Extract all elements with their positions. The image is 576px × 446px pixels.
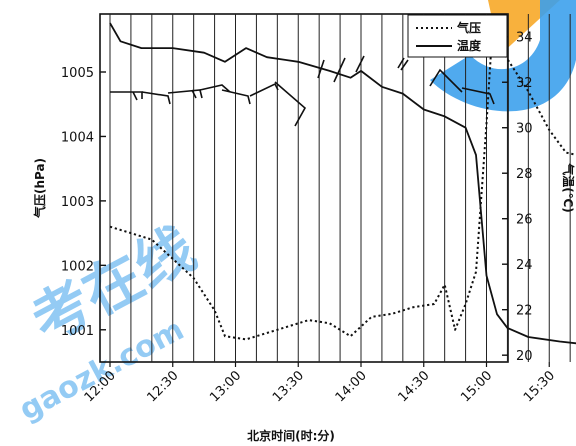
series-line-temperature [109,22,576,345]
legend-box [407,14,508,58]
x-tick-label: 13:30 [270,368,307,405]
y-right-tick-label: 20 [516,349,533,364]
y-left-tick-label: 1001 [61,324,94,339]
y-left-tick-label: 1005 [61,66,94,81]
wind-barb [199,84,231,93]
wind-barb [397,57,409,71]
y-right-tick-label: 30 [516,122,533,137]
x-tick-label: 14:30 [395,368,432,405]
wind-barb [461,87,495,105]
y-right-tick-label: 26 [516,213,533,228]
y-right-tick-label: 24 [516,258,533,273]
wind-barb [249,82,279,97]
wind-barb [355,55,365,73]
wind-barb [274,81,307,127]
y-left-tick-label: 1004 [61,130,94,145]
x-tick-label: 14:00 [333,368,370,405]
wind-barb [110,91,143,101]
x-tick-label: 13:00 [207,368,244,405]
y-right-tick-label: 22 [516,304,533,319]
y-left-tick-label: 1002 [61,259,94,274]
series-lines [109,22,576,345]
legend: 气压 温度 [407,14,508,58]
y-axis-left-title: 气压(hPa) [32,158,47,219]
wind-barb [333,57,346,83]
x-axis: 12:00 12:30 13:00 13:30 14:00 14:30 15:00 15:30… [82,362,558,405]
plot-frame [99,13,509,363]
wind-barb [429,68,463,93]
x-tick-label: 12:30 [144,368,181,405]
wind-barb [221,89,251,105]
wind-barbs [110,55,495,127]
vertical-grid [109,14,571,362]
y-right-tick-label: 28 [516,167,533,182]
y-right-tick-label: 32 [516,76,533,91]
y-axis-right-title: 气温(℃) [561,162,576,213]
legend-label-pressure: 气压 [456,20,481,35]
right-axis: 20 22 24 26 28 30 32 34 [502,31,533,364]
watermark-logo-blue [430,0,576,112]
x-axis-title: 北京时间(时:分) [247,428,335,443]
y-left-tick-label: 1003 [61,195,94,210]
wind-barb [141,91,171,105]
y-right-tick-label: 34 [516,31,533,46]
x-tick-label: 15:00 [458,368,495,405]
x-tick-label: 15:30 [521,368,558,405]
legend-label-temperature: 温度 [457,38,482,53]
watermark: 考在线 gaozk.com [14,0,576,428]
left-axis: 1001 1002 1003 1004 1005 [61,66,106,339]
